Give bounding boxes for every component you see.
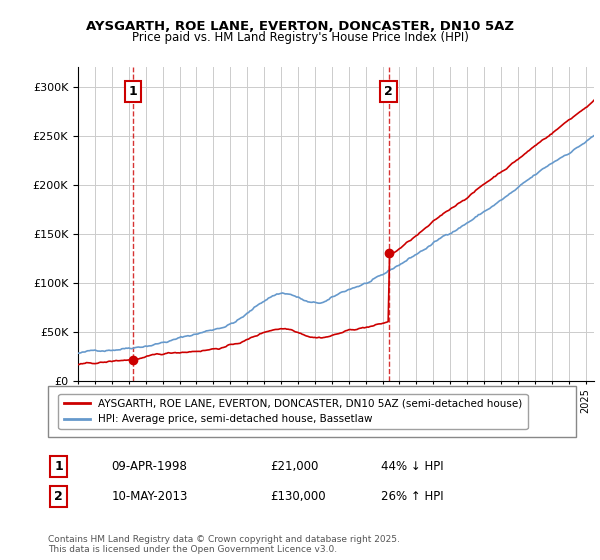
Text: 1: 1 bbox=[129, 85, 137, 98]
Text: AYSGARTH, ROE LANE, EVERTON, DONCASTER, DN10 5AZ: AYSGARTH, ROE LANE, EVERTON, DONCASTER, … bbox=[86, 20, 514, 32]
Text: 09-APR-1998: 09-APR-1998 bbox=[112, 460, 187, 473]
Text: 10-MAY-2013: 10-MAY-2013 bbox=[112, 490, 188, 503]
Text: 26% ↑ HPI: 26% ↑ HPI bbox=[380, 490, 443, 503]
Text: 1: 1 bbox=[54, 460, 63, 473]
Text: £130,000: £130,000 bbox=[270, 490, 325, 503]
Text: Contains HM Land Registry data © Crown copyright and database right 2025.
This d: Contains HM Land Registry data © Crown c… bbox=[48, 535, 400, 554]
Text: 2: 2 bbox=[54, 490, 63, 503]
Legend: AYSGARTH, ROE LANE, EVERTON, DONCASTER, DN10 5AZ (semi-detached house), HPI: Ave: AYSGARTH, ROE LANE, EVERTON, DONCASTER, … bbox=[58, 394, 527, 430]
FancyBboxPatch shape bbox=[48, 386, 576, 437]
Text: Price paid vs. HM Land Registry's House Price Index (HPI): Price paid vs. HM Land Registry's House … bbox=[131, 31, 469, 44]
Text: 2: 2 bbox=[384, 85, 393, 98]
Text: £21,000: £21,000 bbox=[270, 460, 318, 473]
Text: 44% ↓ HPI: 44% ↓ HPI bbox=[380, 460, 443, 473]
